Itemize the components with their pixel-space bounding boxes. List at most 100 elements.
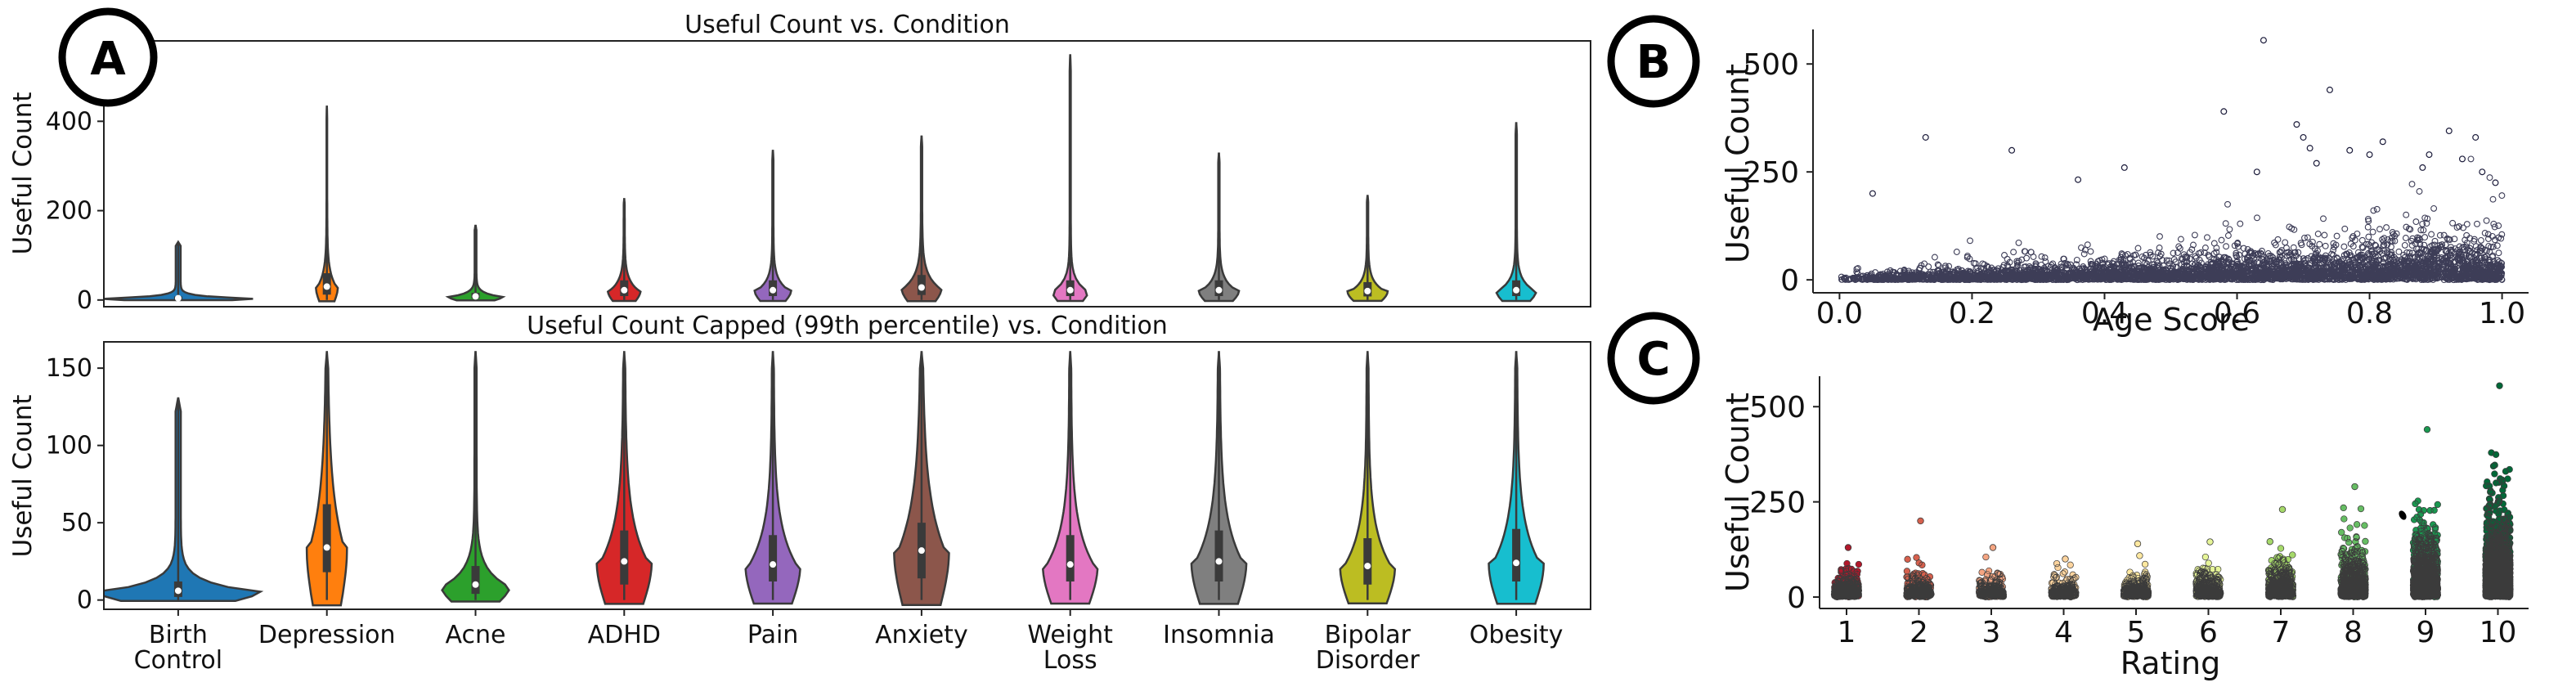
chart-a-top-frame bbox=[103, 40, 1591, 308]
stray-mark bbox=[2399, 510, 2407, 520]
chart-a-bottom-ylabel: Useful Count bbox=[8, 394, 38, 557]
iqr-box-9 bbox=[1363, 538, 1372, 585]
badge-a-label: A bbox=[90, 33, 126, 86]
xtick-label: Disorder bbox=[1316, 646, 1420, 675]
outlier-point bbox=[1922, 133, 1929, 141]
outlier-point bbox=[2366, 151, 2373, 159]
xtick-label: 1.0 bbox=[2479, 297, 2525, 330]
ytick-label: 150 bbox=[46, 354, 92, 383]
outlier-point bbox=[1869, 190, 1876, 197]
strip-4 bbox=[2048, 555, 2080, 601]
outlier-point bbox=[2260, 37, 2267, 44]
chart-b-xlabel: Age Score bbox=[2093, 302, 2250, 338]
chart-c-xticks: 1 2 3 4 5 6 7 8 9 10 bbox=[1838, 608, 2517, 649]
chart-a-top-yticks: 0 200 400 bbox=[46, 107, 104, 315]
panel-a-bottom: Useful Count Capped (99th percentile) vs… bbox=[8, 312, 1591, 675]
median-2 bbox=[323, 544, 330, 551]
badge-b-label: B bbox=[1636, 36, 1672, 89]
max-point-10 bbox=[2496, 382, 2503, 389]
outlier-point bbox=[2346, 146, 2354, 154]
xtick-label: Control bbox=[134, 646, 222, 675]
iqr-box-7 bbox=[1066, 535, 1075, 581]
median-5 bbox=[770, 286, 777, 294]
median-3 bbox=[472, 293, 479, 300]
ytick-label: 500 bbox=[1749, 391, 1806, 424]
chart-b-points bbox=[1838, 37, 2506, 284]
outlier-point bbox=[2326, 86, 2333, 93]
xtick-label: Obesity bbox=[1470, 621, 1564, 649]
outlier-point bbox=[2472, 133, 2480, 141]
chart-a-top-title: Useful Count vs. Condition bbox=[684, 11, 1010, 39]
xtick-label: Weight bbox=[1027, 621, 1113, 649]
chart-a-top-ylabel: Useful Count bbox=[8, 92, 38, 254]
median-2 bbox=[323, 283, 330, 290]
outlier-point bbox=[2008, 146, 2016, 154]
ytick-label: 100 bbox=[46, 432, 92, 460]
badge-c-label: C bbox=[1636, 333, 1670, 386]
ytick-label: 250 bbox=[1743, 156, 1799, 190]
max-point-2 bbox=[1917, 517, 1924, 525]
xtick-label: 0.2 bbox=[1949, 297, 1995, 330]
outlier-point bbox=[2458, 155, 2466, 163]
panel-b: Useful Count Age Score 0.0 0.2 0.4 0.6 0.8 1.… bbox=[1720, 29, 2529, 338]
chart-b-yticks: 0 250 500 bbox=[1743, 48, 1813, 298]
outlier-point bbox=[2313, 159, 2320, 167]
badge-a: A bbox=[58, 7, 158, 107]
outlier-point bbox=[2253, 168, 2260, 176]
median-3 bbox=[472, 581, 479, 588]
chart-a-bottom-violins bbox=[104, 351, 1545, 607]
median-8 bbox=[1215, 286, 1223, 294]
outlier-point bbox=[2120, 164, 2128, 171]
ytick-label: 0 bbox=[77, 586, 92, 615]
xtick-label: 0.0 bbox=[1816, 297, 1863, 330]
xtick-label: 6 bbox=[2199, 616, 2218, 649]
iqr-box-4 bbox=[620, 530, 629, 585]
max-point-5 bbox=[2134, 540, 2142, 548]
max-point-7 bbox=[2278, 505, 2287, 514]
xtick-label: Insomnia bbox=[1163, 621, 1275, 649]
ytick-label: 0 bbox=[1787, 581, 1806, 615]
chart-c-points bbox=[1830, 382, 2514, 601]
iqr-box-10 bbox=[1512, 528, 1521, 581]
badge-b: B bbox=[1607, 15, 1700, 108]
chart-c-xlabel: Rating bbox=[2120, 645, 2221, 681]
median-7 bbox=[1066, 286, 1074, 294]
xtick-label: 10 bbox=[2480, 616, 2517, 649]
iqr-box-3 bbox=[471, 566, 480, 595]
outlier-point bbox=[2300, 133, 2307, 141]
max-point-8 bbox=[2351, 483, 2358, 491]
outlier-point bbox=[2479, 168, 2486, 176]
chart-a-bottom-title: Useful Count Capped (99th percentile) vs… bbox=[527, 312, 1168, 340]
chart-a-top-violins bbox=[104, 54, 1537, 303]
xtick-label: 2 bbox=[1910, 616, 1928, 649]
outlier-point bbox=[2426, 151, 2433, 159]
outlier-point bbox=[2306, 145, 2313, 152]
outlier-point bbox=[2445, 128, 2453, 135]
ytick-label: 50 bbox=[61, 509, 92, 537]
xtick-label: 3 bbox=[1982, 616, 2001, 649]
xtick-label: 0.6 bbox=[2214, 297, 2260, 330]
xtick-label: 0.8 bbox=[2346, 297, 2393, 330]
xtick-label: 0.4 bbox=[2081, 297, 2128, 330]
scatter-points bbox=[1838, 155, 2506, 284]
median-10 bbox=[1513, 559, 1520, 567]
strip-7 bbox=[2264, 505, 2297, 600]
xtick-label: 7 bbox=[2272, 616, 2291, 649]
max-point-4 bbox=[2062, 555, 2069, 563]
xtick-label: Acne bbox=[446, 621, 506, 649]
ytick-label: 400 bbox=[46, 107, 92, 136]
chart-c-yticks: 0 250 500 bbox=[1749, 391, 1820, 615]
badge-c: C bbox=[1607, 312, 1700, 405]
xtick-label: 5 bbox=[2127, 616, 2146, 649]
xtick-label: Birth bbox=[149, 621, 208, 649]
strip-1 bbox=[1830, 544, 1863, 601]
strip-6 bbox=[2192, 538, 2224, 600]
max-point-1 bbox=[1844, 544, 1852, 551]
strip-5 bbox=[2120, 540, 2152, 601]
strip-10 bbox=[2482, 382, 2514, 600]
iqr-box-5 bbox=[769, 535, 778, 581]
median-9 bbox=[1364, 287, 1371, 294]
xtick-label: Bipolar bbox=[1325, 621, 1411, 649]
xtick-label: Pain bbox=[747, 621, 798, 649]
ytick-label: 200 bbox=[46, 197, 92, 226]
